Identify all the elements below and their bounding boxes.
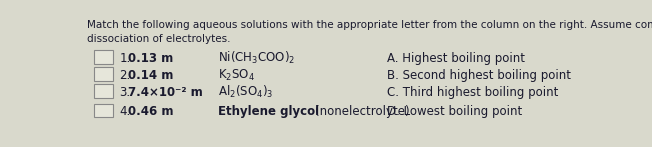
Text: $\mathrm{K_2SO_4}$: $\mathrm{K_2SO_4}$	[218, 68, 255, 83]
FancyBboxPatch shape	[94, 50, 113, 64]
Text: 0.14 m: 0.14 m	[128, 69, 173, 82]
Text: 1.: 1.	[119, 52, 130, 65]
Text: 4.: 4.	[119, 105, 130, 118]
Text: Match the following aqueous solutions with the appropriate letter from the colum: Match the following aqueous solutions wi…	[87, 20, 652, 30]
Text: dissociation of electrolytes.: dissociation of electrolytes.	[87, 34, 230, 44]
Text: $\mathrm{Al_2(SO_4)_3}$: $\mathrm{Al_2(SO_4)_3}$	[218, 84, 273, 100]
Text: $\mathrm{Ni(CH_3COO)_2}$: $\mathrm{Ni(CH_3COO)_2}$	[218, 50, 295, 66]
Text: 3.: 3.	[119, 86, 130, 99]
Text: 2.: 2.	[119, 69, 130, 82]
Text: (nonelectrolyte): (nonelectrolyte)	[316, 105, 410, 118]
Text: 0.13 m: 0.13 m	[128, 52, 173, 65]
Text: Ethylene glycol: Ethylene glycol	[218, 105, 319, 118]
Text: D. Lowest boiling point: D. Lowest boiling point	[387, 105, 522, 118]
FancyBboxPatch shape	[94, 84, 113, 98]
Text: B. Second highest boiling point: B. Second highest boiling point	[387, 69, 571, 82]
Text: 0.46 m: 0.46 m	[128, 105, 173, 118]
Text: C. Third highest boiling point: C. Third highest boiling point	[387, 86, 559, 99]
FancyBboxPatch shape	[94, 67, 113, 81]
Text: A. Highest boiling point: A. Highest boiling point	[387, 52, 526, 65]
Text: 7.4×10⁻² m: 7.4×10⁻² m	[128, 86, 203, 99]
FancyBboxPatch shape	[94, 104, 113, 117]
